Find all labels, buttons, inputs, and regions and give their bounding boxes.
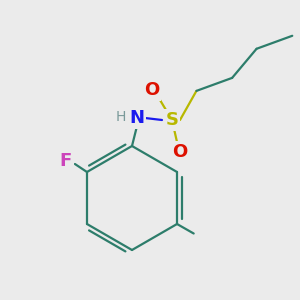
Text: H: H	[116, 110, 126, 124]
Text: F: F	[60, 152, 72, 170]
Text: O: O	[172, 143, 188, 161]
Text: S: S	[166, 111, 178, 129]
Text: O: O	[144, 81, 160, 99]
Text: N: N	[130, 109, 145, 127]
